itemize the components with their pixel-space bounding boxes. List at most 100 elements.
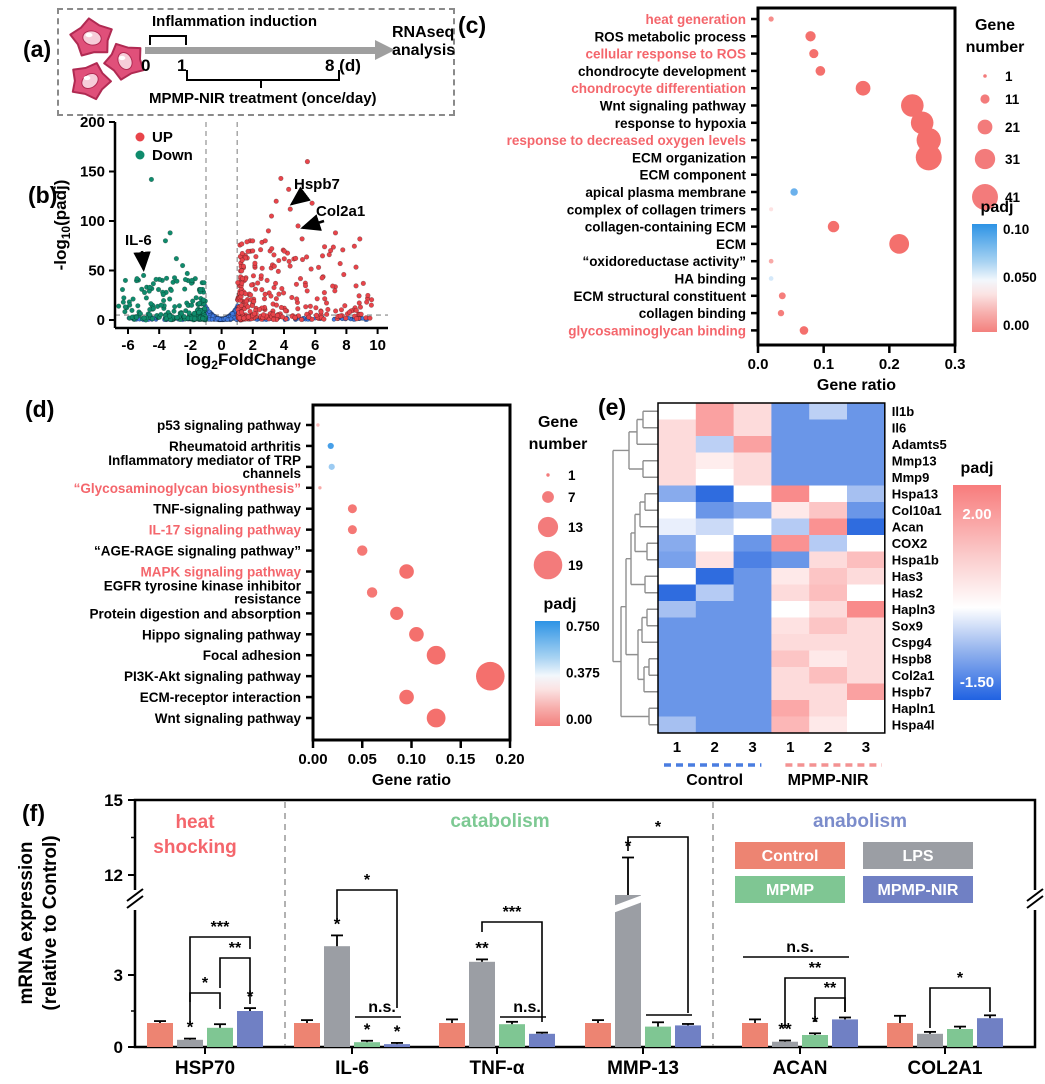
heatmap-cell — [847, 683, 886, 701]
qpcr-bar-chart: heat shocking catabolism anabolism Control LP… — [16, 791, 1044, 1079]
row-label: “AGE-RAGE signaling pathway” — [94, 544, 301, 559]
volcano-point — [137, 311, 144, 317]
volcano-point — [271, 284, 277, 291]
volcano-point — [150, 306, 157, 312]
volcano-point — [275, 268, 281, 274]
heatmap-cell — [695, 551, 735, 569]
legend-label: MPMP-NIR — [878, 882, 959, 899]
volcano-point — [340, 247, 346, 253]
size-legend-dot — [537, 516, 559, 538]
panel-b-label: (b) — [28, 182, 58, 208]
volcano-plot: -6 -4 -2 0 2 4 6 8 10050100150200log2FoldChange-… — [51, 114, 388, 372]
volcano-point — [262, 291, 268, 297]
volcano-point — [262, 238, 268, 244]
volcano-point — [287, 206, 293, 212]
size-legend-title: Gene — [975, 17, 1015, 34]
volcano-point — [332, 230, 339, 236]
x-tick-label: 0.15 — [446, 751, 475, 768]
volcano-point — [182, 286, 188, 292]
nucleus-highlight — [118, 55, 126, 61]
enrichment-dot — [799, 326, 809, 335]
axis-break-mask — [131, 890, 139, 910]
section-label: heat — [175, 812, 215, 833]
enrichment-dot — [347, 525, 357, 535]
volcano-point — [252, 260, 258, 266]
gene-label: Hspa1b — [892, 552, 939, 567]
bar-ACAN-MPMP — [802, 1035, 828, 1047]
enrichment-dot — [426, 708, 446, 728]
heatmap-cell — [733, 716, 772, 734]
volcano-point — [141, 289, 148, 296]
row-label: ECM — [716, 237, 746, 252]
heatmap-cell — [733, 452, 772, 470]
axis-break-mask — [1031, 890, 1039, 910]
gene-annotation: Col2a1 — [316, 203, 365, 220]
heatmap-cell — [809, 419, 848, 437]
y-axis-title: (relative to Control) — [40, 835, 61, 1010]
volcano-point — [158, 302, 164, 308]
volcano-point — [193, 295, 199, 301]
comparison-label: n.s. — [368, 999, 396, 1016]
volcano-point — [281, 248, 287, 254]
volcano-point — [367, 315, 373, 321]
x-tick-label: -6 — [121, 337, 134, 354]
volcano-point — [251, 311, 258, 317]
legend-up-dot — [135, 132, 145, 142]
group-name: IL-6 — [335, 1058, 369, 1079]
size-legend-value: 31 — [1005, 152, 1021, 167]
volcano-point — [326, 252, 332, 258]
volcano-point — [161, 297, 167, 304]
heatmap-cell — [771, 584, 810, 602]
row-label: heat generation — [645, 12, 746, 27]
heatmap-cell — [658, 452, 697, 470]
volcano-point — [188, 302, 195, 308]
heatmap-border — [657, 402, 886, 734]
heatmap-cell — [771, 551, 810, 569]
treatment-label: MPMP-NIR treatment (once/day) — [149, 90, 377, 107]
dendrogram-branch — [625, 558, 638, 656]
volcano-point — [330, 244, 336, 250]
heatmap-cell — [809, 452, 848, 470]
heatmap-cell — [809, 683, 848, 701]
volcano-point — [147, 284, 153, 290]
heatmap-cell — [847, 601, 886, 618]
color-legend-title: padj — [544, 596, 577, 613]
row-label: ECM organization — [632, 150, 746, 165]
volcano-point — [239, 241, 245, 247]
volcano-point — [341, 271, 347, 278]
volcano-point — [294, 296, 300, 302]
heatmap-cell — [809, 535, 848, 552]
heatmap-cell — [771, 469, 810, 486]
comparison-label: *** — [503, 904, 522, 921]
enrichment-dot — [889, 234, 910, 254]
heatmap-cell — [847, 518, 886, 536]
heatmap-cell — [809, 436, 848, 453]
size-legend-dot — [977, 119, 993, 135]
volcano-point — [196, 309, 202, 315]
volcano-point — [321, 290, 327, 296]
bar-HSP70-MPMP — [207, 1027, 233, 1047]
volcano-point — [319, 275, 325, 281]
heatmap-cell — [658, 601, 697, 618]
legend-swatch-control — [735, 842, 845, 869]
heatmap-cell — [733, 502, 772, 519]
volcano-point — [251, 298, 257, 305]
y-tick-label: 0 — [97, 312, 105, 329]
section-label: anabolism — [813, 811, 907, 832]
row-label: PI3K-Akt signaling pathway — [124, 669, 302, 684]
volcano-point — [225, 317, 230, 322]
volcano-point — [318, 309, 324, 315]
heatmap-cell — [809, 650, 848, 668]
volcano-point — [321, 316, 327, 322]
heatmap-cell — [658, 700, 697, 717]
x-tick-label: 8 — [342, 337, 350, 354]
x-tick-label: 0.10 — [397, 751, 426, 768]
volcano-point — [127, 302, 133, 308]
volcano-point — [276, 257, 282, 264]
enrichment-dot — [790, 188, 798, 196]
volcano-point — [155, 286, 162, 293]
panel-e-label: (e) — [598, 394, 627, 420]
x-tick-label: -4 — [153, 337, 167, 354]
volcano-point — [207, 309, 212, 314]
